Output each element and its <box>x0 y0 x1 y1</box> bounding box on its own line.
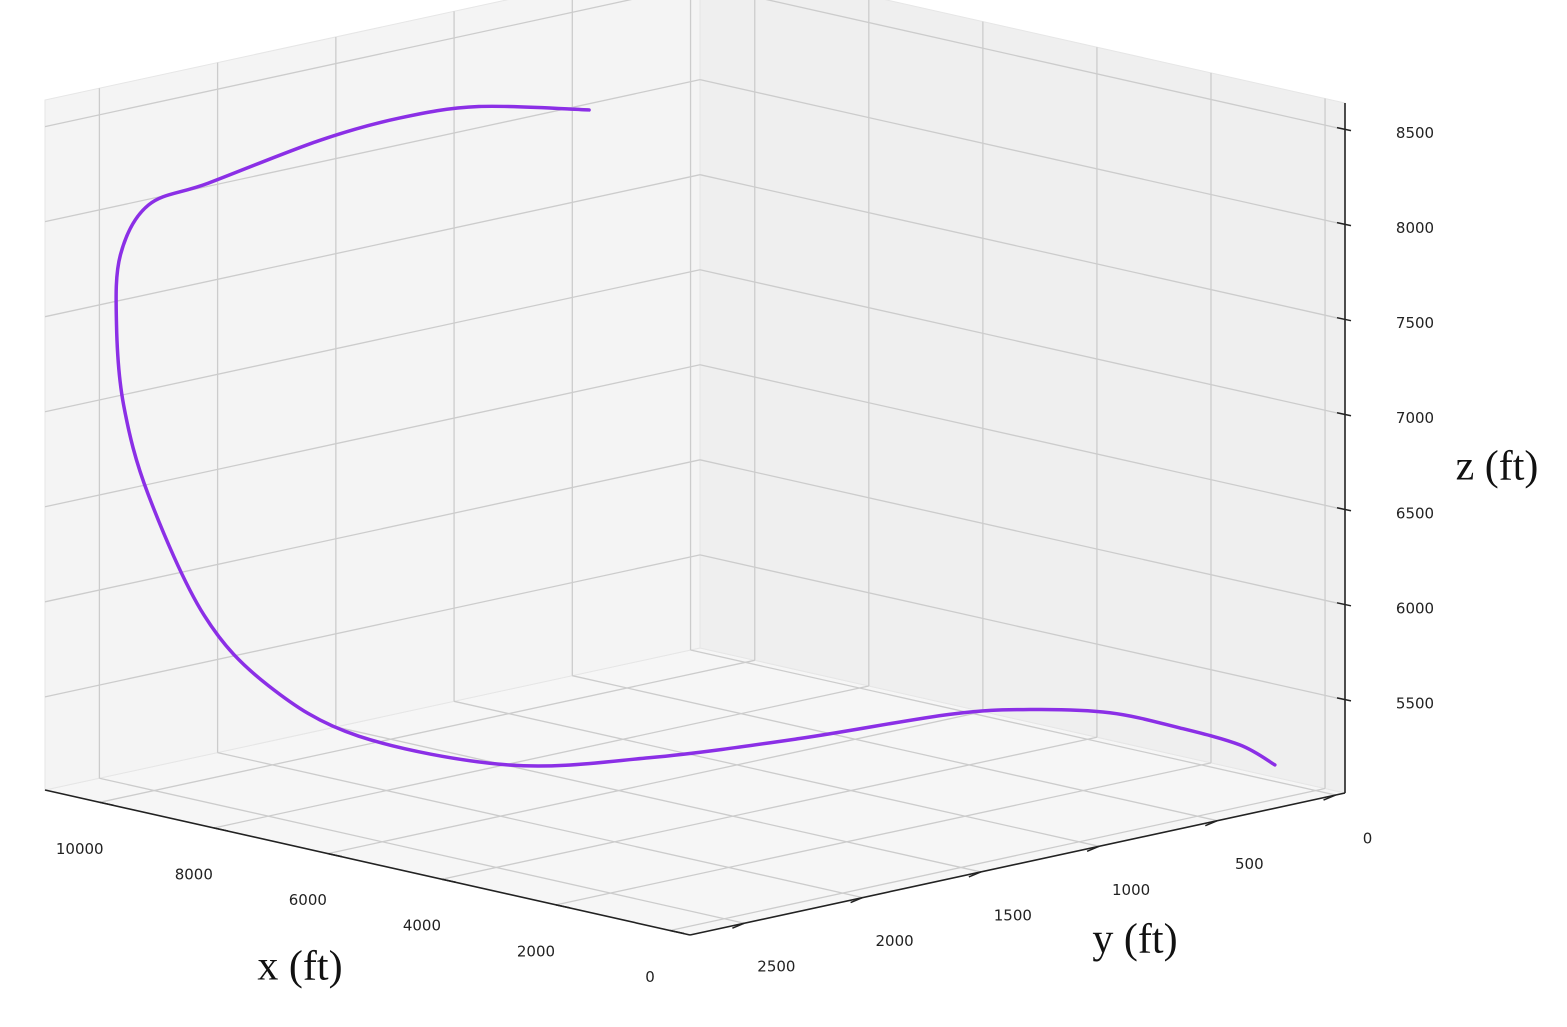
z-axis-label: z (ft) <box>1456 444 1539 490</box>
axes: 0 2000 4000 6000 8000 10000 0 500 1000 1500 2000 25… <box>44 103 1434 986</box>
y-tick-label: 1000 <box>1112 881 1150 899</box>
z-tick-mark <box>1336 221 1352 227</box>
grid-line <box>44 269 701 413</box>
x-tick-label: 10000 <box>56 840 104 858</box>
grid-line <box>44 554 701 698</box>
grid <box>44 0 1346 932</box>
grid-line <box>699 554 1346 701</box>
grid-line <box>441 736 1098 880</box>
z-tick-label: 6000 <box>1396 599 1434 617</box>
y-axis-label: y (ft) <box>1092 917 1177 963</box>
grid-line <box>699 269 1346 416</box>
x-tick-label: 4000 <box>403 917 441 935</box>
grid-line <box>699 364 1346 511</box>
y-tick-label: 2500 <box>757 958 795 976</box>
x-tick-label: 0 <box>645 968 655 986</box>
grid-line <box>555 762 1212 906</box>
z-tick-mark <box>1336 316 1352 322</box>
y-tick-label: 0 <box>1363 830 1373 848</box>
z-tick-label: 6500 <box>1396 504 1434 522</box>
grid-line <box>44 174 701 318</box>
trajectory-line <box>114 104 1277 768</box>
x-axis-line <box>44 789 691 936</box>
z-tick-mark <box>1336 697 1352 702</box>
x-tick-label: 2000 <box>517 942 555 960</box>
grid-line <box>99 777 745 924</box>
z-tick-label: 8500 <box>1396 124 1434 142</box>
grid-line <box>217 751 863 899</box>
y-tick-label: 500 <box>1235 855 1264 873</box>
panes <box>44 0 1346 936</box>
z-tick-mark <box>1336 602 1352 607</box>
x-axis-label: x (ft) <box>257 944 342 990</box>
x-tick-label: 8000 <box>175 865 213 883</box>
z-tick-mark <box>1336 412 1352 417</box>
z-tick-label: 5500 <box>1396 694 1434 712</box>
grid-line <box>335 726 981 873</box>
z-tick-label: 7000 <box>1396 409 1434 427</box>
grid-line <box>453 700 1100 847</box>
z-tick-mark <box>1336 126 1352 132</box>
grid-line <box>699 174 1346 321</box>
grid-line <box>44 364 701 508</box>
z-tick-label: 8000 <box>1396 219 1434 237</box>
x-tick-label: 6000 <box>289 891 327 909</box>
grid-line <box>327 710 984 855</box>
y-axis-line <box>689 792 1346 936</box>
grid-line <box>669 787 1326 932</box>
grid-line <box>44 459 701 603</box>
z-tick-mark <box>1336 507 1352 512</box>
grid-line <box>699 459 1346 606</box>
marks <box>114 104 1277 768</box>
z-tick-label: 7500 <box>1396 314 1434 332</box>
grid-line <box>765 0 1346 131</box>
grid-line <box>213 685 869 829</box>
left-wall-pane <box>44 0 701 791</box>
grid-line <box>699 79 1346 226</box>
y-tick-label: 2000 <box>876 932 914 950</box>
y-tick-label: 1500 <box>994 906 1032 924</box>
grid-line <box>690 649 1336 796</box>
grid-line <box>99 659 755 803</box>
grid-line <box>44 0 633 128</box>
grid-line <box>572 675 1218 822</box>
grid-line <box>44 79 701 223</box>
